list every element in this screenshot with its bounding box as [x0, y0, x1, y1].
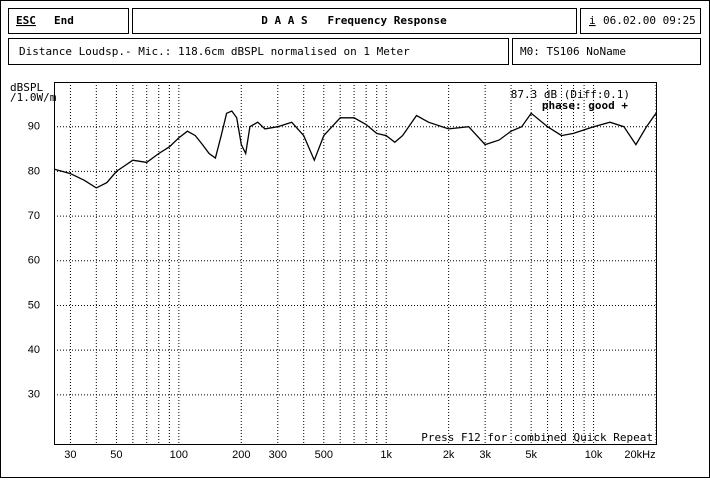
x-tick-label: 500 [315, 449, 333, 461]
mic: M0: TS106 NoName [520, 45, 626, 58]
y-tick-label: 30 [28, 389, 40, 401]
annotation: phase: good + [542, 99, 628, 112]
x-tick-label: 300 [269, 449, 287, 461]
x-tick-label: 10k [585, 449, 603, 461]
y-label: dBSPL [10, 81, 43, 94]
date: 06.02.00 09:25 [603, 14, 696, 27]
plot-area [54, 82, 657, 445]
info-key[interactable]: i [589, 14, 596, 27]
y-tick-label: 70 [28, 210, 40, 222]
x-tick-label: 100 [170, 449, 188, 461]
response-curve [53, 110, 657, 189]
y-tick-label: 80 [28, 165, 40, 177]
distance: Distance Loudsp.- Mic.: 118.6cm dBSPL no… [19, 45, 410, 58]
x-tick-label: 2k [443, 449, 455, 461]
end-label[interactable]: End [54, 14, 74, 27]
x-tick-label: 50 [110, 449, 122, 461]
x-tick-label: 200 [232, 449, 250, 461]
mic-box [512, 38, 701, 65]
date-box [580, 8, 701, 34]
y-tick-label: 50 [28, 299, 40, 311]
x-tick-label: 20kHz [624, 449, 655, 461]
y-tick-label: 60 [28, 255, 40, 267]
title: D A A S Frequency Response [261, 14, 447, 27]
esc-box[interactable] [8, 8, 129, 34]
y-tick-label: 90 [28, 121, 40, 133]
x-tick-label: 3k [479, 449, 491, 461]
y-tick-label: 40 [28, 344, 40, 356]
annotation: 87.3 dB (Diff:0.1) [511, 88, 630, 101]
x-tick-label: 5k [525, 449, 537, 461]
x-tick-label: 1k [380, 449, 392, 461]
plot: 30 40 50 60 70 80 90 30 50 100 200 300 500 1k 2k 3k 5k 10… [10, 81, 657, 461]
title-box [132, 8, 577, 34]
annotation: Press F12 for combined Quick Repeat [421, 431, 653, 444]
distance-box [8, 38, 509, 65]
esc-key[interactable]: ESC [16, 14, 36, 27]
y-label: /1.0W/m [10, 91, 57, 104]
x-tick-label: 30 [64, 449, 76, 461]
